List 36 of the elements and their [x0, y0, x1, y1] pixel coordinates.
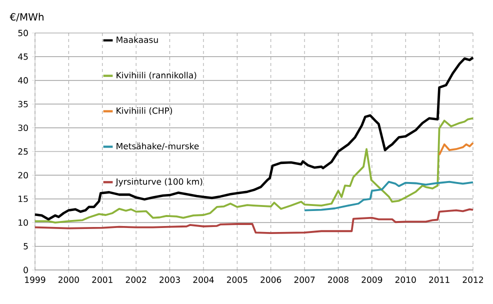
y-tick-label: 25 [18, 148, 28, 155]
legend-label: Jyrsinturve (100 km) [115, 178, 202, 186]
x-tick-label: 2004 [193, 276, 214, 283]
line-series [34, 117, 474, 224]
y-tick-label: 45 [18, 54, 28, 60]
x-tick-label: 2000 [58, 276, 79, 283]
line-series [304, 180, 474, 212]
x-tick-label: 2006 [260, 276, 282, 283]
y-axis-title: €/MWh [10, 12, 44, 22]
line-series [34, 208, 474, 234]
y-tick-label: 40 [18, 77, 28, 84]
line-series [438, 142, 474, 156]
x-tick-label: 2012 [462, 276, 483, 283]
y-tick-label: 5 [24, 243, 28, 250]
x-tick-label: 2008 [328, 276, 348, 283]
y-tick-label: 35 [18, 100, 28, 108]
y-tick-label: 10 [18, 219, 28, 226]
legend-label: Kivihiili (CHP) [116, 107, 172, 115]
y-tick-label: 0 [24, 266, 28, 274]
legend-label: Metsähake/-murske [116, 142, 199, 150]
x-tick-label: 2005 [226, 276, 248, 283]
x-tick-label: 2007 [294, 276, 315, 283]
line-series [34, 56, 474, 220]
x-tick-label: 2003 [160, 276, 180, 283]
y-tick-label: 15 [18, 196, 28, 202]
legend-label: Kivihiili (rannikolla) [116, 72, 196, 80]
x-tick-label: 2002 [126, 276, 146, 283]
x-tick-label: 2010 [395, 276, 416, 283]
x-tick-label: 2001 [92, 276, 112, 283]
y-tick-label: 50 [18, 30, 28, 36]
x-tick-label: 1999 [25, 276, 46, 283]
x-tick-label: 2011 [429, 276, 450, 283]
legend-label: Maakaasu [116, 36, 158, 43]
y-tick-label: 20 [18, 172, 28, 178]
y-tick-label: 30 [18, 124, 28, 132]
x-tick-label: 2009 [362, 276, 382, 283]
